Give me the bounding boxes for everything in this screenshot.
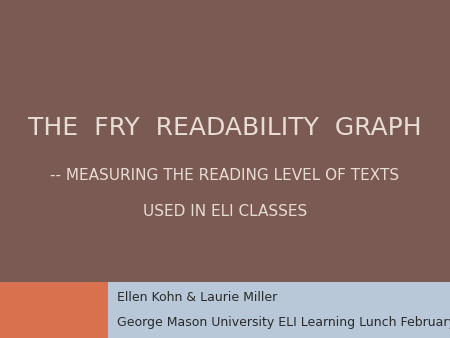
Text: THE  FRY  READABILITY  GRAPH: THE FRY READABILITY GRAPH (28, 116, 422, 141)
Bar (108, 282, 450, 338)
Text: USED IN ELI CLASSES: USED IN ELI CLASSES (143, 204, 307, 219)
Text: Ellen Kohn & Laurie Miller: Ellen Kohn & Laurie Miller (117, 291, 277, 304)
Bar (0, 282, 108, 338)
Text: -- MEASURING THE READING LEVEL OF TEXTS: -- MEASURING THE READING LEVEL OF TEXTS (50, 168, 400, 183)
Text: George Mason University ELI Learning Lunch February 12, 2008: George Mason University ELI Learning Lun… (117, 316, 450, 329)
